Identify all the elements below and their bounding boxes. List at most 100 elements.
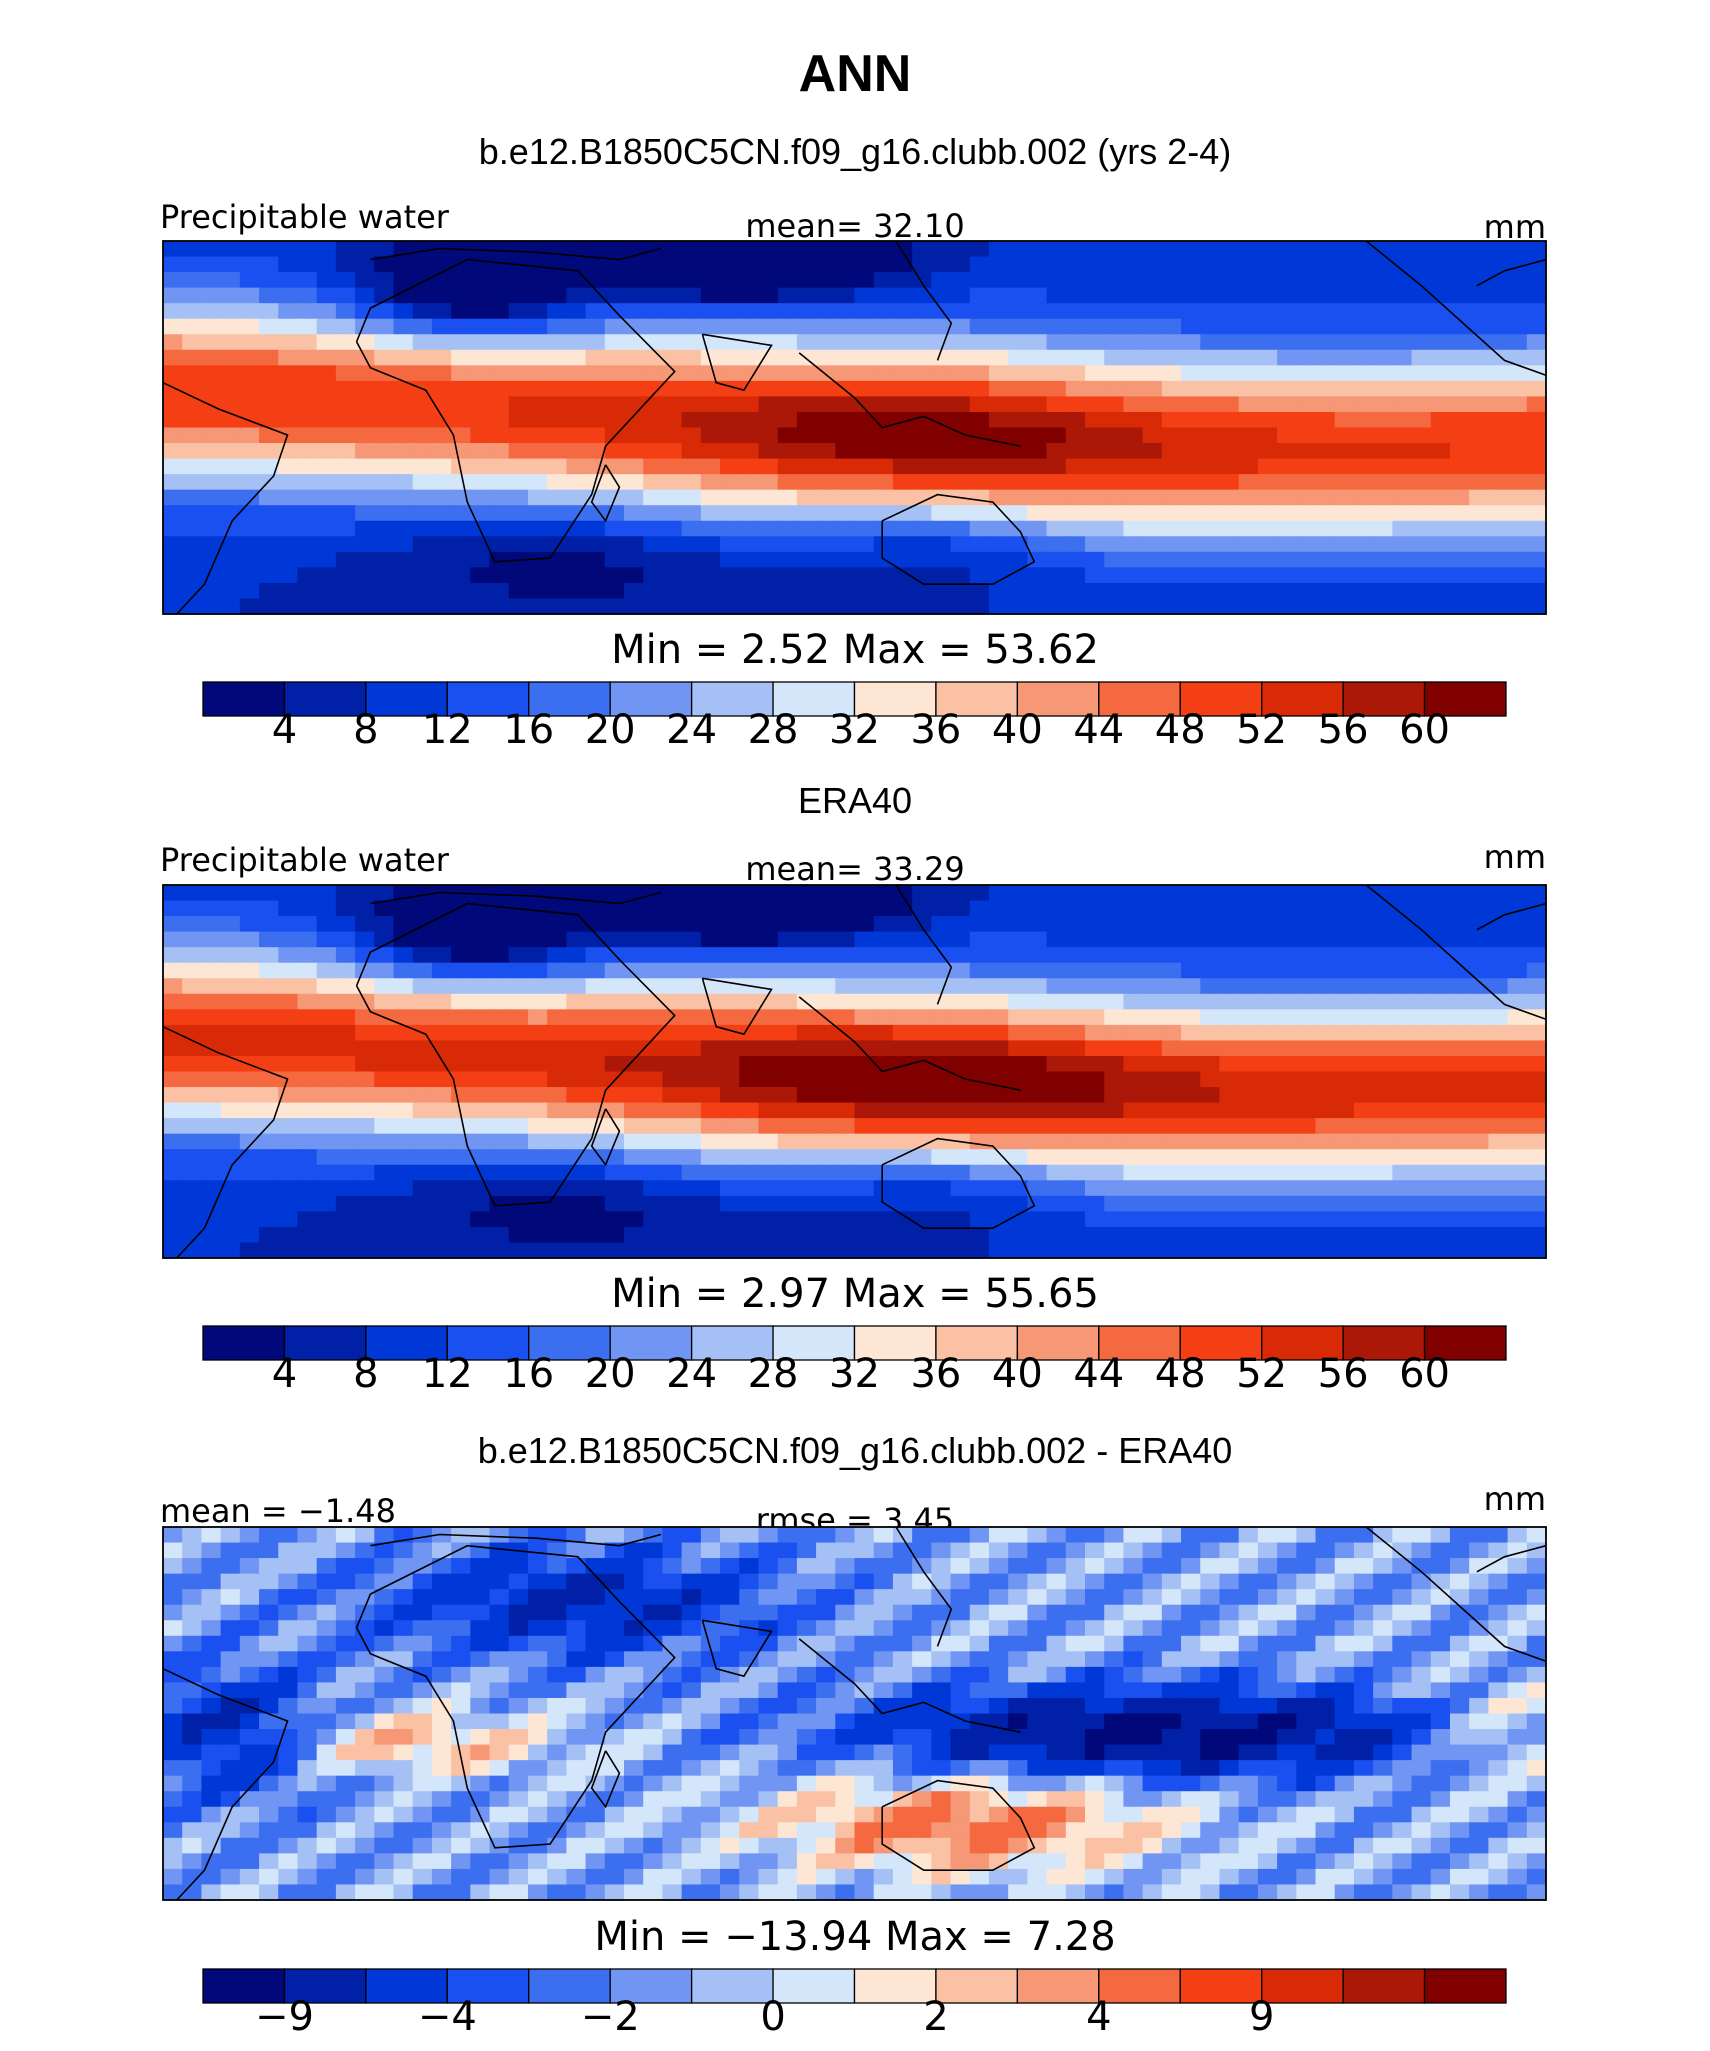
map-cell xyxy=(1200,1635,1221,1652)
map-cell xyxy=(624,993,644,1010)
map-cell xyxy=(201,1009,222,1026)
map-cell xyxy=(1353,993,1374,1010)
colorbar-tick-label: 44 xyxy=(1073,1351,1124,1397)
map-cell xyxy=(1449,505,1470,522)
map-cell xyxy=(777,1760,798,1777)
map-cell xyxy=(1046,365,1067,382)
map-cell xyxy=(1392,489,1413,506)
map-cell xyxy=(451,1542,471,1559)
map-cell xyxy=(508,978,529,995)
map-cell xyxy=(988,1542,1009,1559)
map-cell xyxy=(1430,474,1451,491)
map-cell xyxy=(1334,1055,1355,1073)
map-cell xyxy=(220,1133,241,1150)
map-cell xyxy=(182,1713,203,1730)
map-cell xyxy=(278,536,299,553)
map-cell xyxy=(854,1573,875,1590)
map-cell xyxy=(1142,1211,1163,1228)
map-cell xyxy=(1315,1589,1336,1606)
map-cell xyxy=(1257,1071,1278,1088)
map-cell xyxy=(1008,962,1028,979)
map-cell xyxy=(585,1697,606,1715)
map-cell xyxy=(1161,1542,1182,1559)
map-cell xyxy=(758,1760,779,1777)
map-cell xyxy=(1277,1604,1297,1621)
map-cell xyxy=(700,1102,721,1119)
map-cell xyxy=(739,1589,760,1606)
map-cell xyxy=(662,947,683,964)
map-cell xyxy=(1181,427,1201,444)
map-cell xyxy=(1046,1118,1067,1135)
map-cell xyxy=(297,1573,318,1590)
map-cell xyxy=(508,1604,529,1621)
map-cell xyxy=(1526,567,1547,584)
map-cell xyxy=(1353,916,1374,933)
map-cell xyxy=(931,411,952,429)
map-cell xyxy=(431,505,452,522)
map-cell xyxy=(1373,1527,1393,1544)
map-cell xyxy=(662,427,683,444)
map-cell xyxy=(1469,1775,1489,1792)
map-cell xyxy=(1488,380,1509,398)
map-cell xyxy=(182,931,203,948)
map-cell xyxy=(297,916,318,933)
map-cell xyxy=(1104,598,1125,615)
map-cell xyxy=(912,1242,932,1259)
map-cell xyxy=(643,1651,664,1668)
map-cell xyxy=(892,1211,913,1228)
map-cell xyxy=(547,551,567,568)
map-cell xyxy=(1277,1009,1297,1026)
map-cell xyxy=(777,1242,798,1259)
map-cell xyxy=(585,1604,606,1621)
map-cell xyxy=(816,1620,836,1637)
map-cell xyxy=(1200,334,1221,351)
map-cell xyxy=(163,427,183,444)
map-cell xyxy=(720,365,740,382)
map-cell xyxy=(604,1195,625,1212)
map-cell xyxy=(355,365,375,382)
map-cell xyxy=(220,885,241,902)
map-cell xyxy=(969,1729,990,1746)
map-cell xyxy=(873,993,894,1010)
map-cell xyxy=(527,1791,548,1808)
map-cell xyxy=(1430,1635,1451,1652)
map-cell xyxy=(163,1573,183,1590)
map-cell xyxy=(1430,1775,1451,1792)
map-cell xyxy=(681,1604,702,1621)
map-cell xyxy=(1123,489,1144,506)
map-cell xyxy=(585,1009,606,1026)
map-cell xyxy=(1353,1760,1374,1777)
map-cell xyxy=(1315,916,1336,933)
map-cell xyxy=(912,931,932,948)
map-cell xyxy=(1334,1713,1355,1730)
map-cell xyxy=(470,1589,491,1606)
map-cell xyxy=(1526,1071,1547,1088)
map-cell xyxy=(1257,1195,1278,1212)
map-cell xyxy=(1085,1040,1105,1057)
map-cell xyxy=(316,1713,337,1730)
map-cell xyxy=(316,993,337,1010)
map-cell xyxy=(681,1226,702,1244)
map-cell xyxy=(297,1729,318,1746)
map-cell xyxy=(1353,1666,1374,1684)
map-cell xyxy=(796,947,817,964)
map-cell xyxy=(1123,1806,1144,1823)
map-cell xyxy=(681,567,702,584)
map-cell xyxy=(1238,474,1259,491)
map-cell xyxy=(412,1180,433,1197)
map-cell xyxy=(892,931,913,948)
map-cell xyxy=(1430,241,1451,258)
map-cell xyxy=(1257,241,1278,258)
map-cell xyxy=(1315,1682,1336,1699)
map-cell xyxy=(470,1635,491,1652)
map-cell xyxy=(259,458,279,475)
map-cell xyxy=(624,241,644,258)
map-cell xyxy=(220,1666,241,1684)
map-cell xyxy=(835,1180,856,1197)
map-cell xyxy=(1392,947,1413,964)
map-cell xyxy=(1123,396,1144,413)
map-cell xyxy=(1104,1666,1125,1684)
map-cell xyxy=(355,1527,375,1544)
map-cell xyxy=(969,1087,990,1104)
map-cell xyxy=(508,1071,529,1088)
